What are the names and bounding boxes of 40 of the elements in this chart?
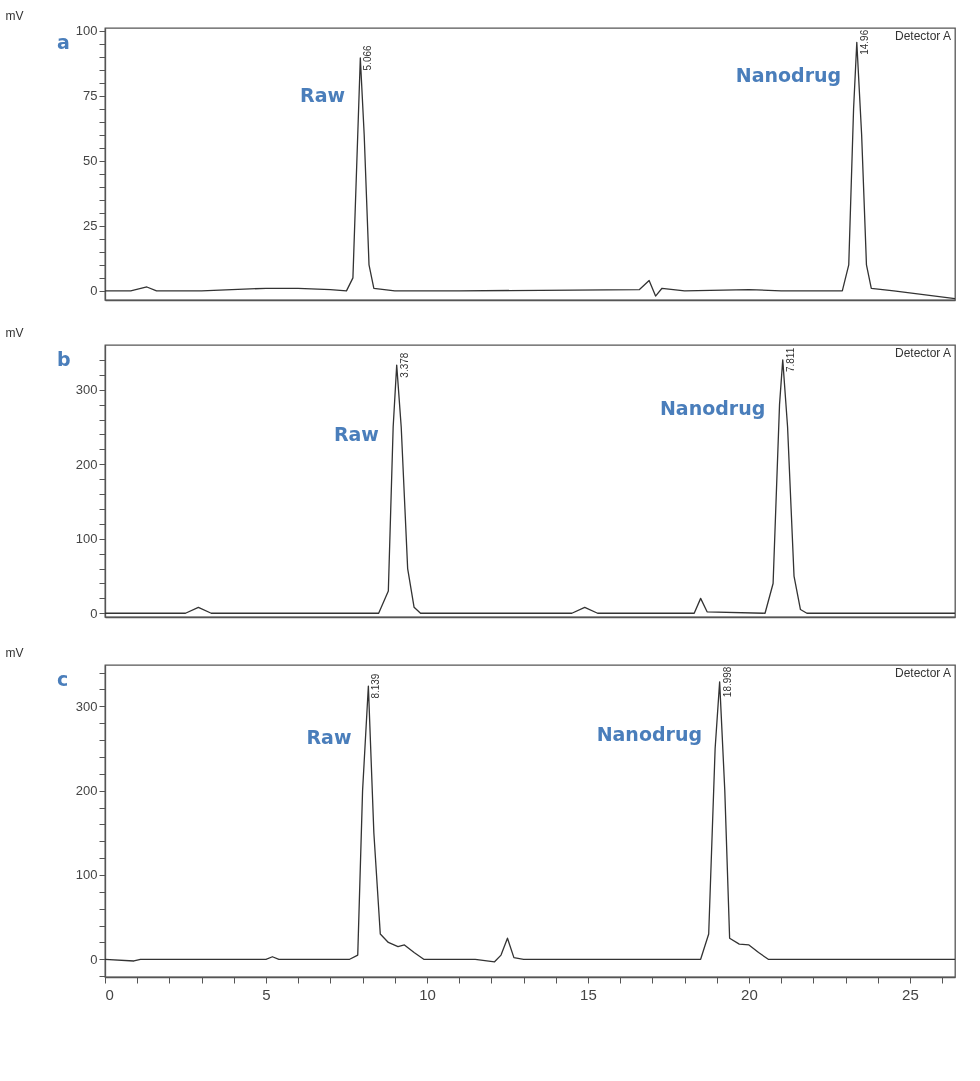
y-tick-label: 0 <box>90 605 98 621</box>
y-tick-label: 300 <box>75 382 98 398</box>
annotation: 3.378 <box>398 352 410 378</box>
annotation: Nanodrug <box>659 397 766 420</box>
annotation: Raw <box>333 423 379 446</box>
annotation: Nanodrug <box>596 723 703 746</box>
y-tick-label: 200 <box>75 456 98 472</box>
chart-title: c <box>57 668 69 690</box>
annotation: 8.139 <box>370 673 382 699</box>
annotation: Raw <box>300 84 346 107</box>
y-axis-title: mV <box>5 645 24 660</box>
x-tick-label: 5 <box>262 985 271 1003</box>
annotation: Detector A <box>894 346 951 360</box>
annotation: Raw <box>306 726 352 749</box>
y-tick-label: 300 <box>75 698 98 714</box>
annotation: Detector A <box>894 29 951 43</box>
y-tick-label: 50 <box>83 153 98 169</box>
annotation: Detector A <box>894 666 951 680</box>
annotation: Nanodrug <box>735 63 842 86</box>
y-tick-label: 0 <box>90 951 98 967</box>
x-tick-label: 10 <box>419 985 436 1003</box>
annotation: 5.066 <box>362 44 374 71</box>
y-tick-label: 0 <box>90 283 98 299</box>
x-tick-label: 0 <box>105 985 114 1003</box>
x-tick-label: 20 <box>741 985 758 1003</box>
y-tick-label: 100 <box>75 867 98 883</box>
annotation: 18.998 <box>721 666 733 698</box>
y-tick-label: 100 <box>75 23 98 39</box>
y-axis-title: mV <box>5 325 24 340</box>
y-tick-label: 100 <box>75 531 98 547</box>
chart-title: b <box>57 348 71 370</box>
y-tick-label: 25 <box>83 218 98 234</box>
y-tick-label: 200 <box>75 783 98 799</box>
annotation: 7.811 <box>784 347 796 373</box>
x-tick-label: 15 <box>580 985 597 1003</box>
x-tick-label: 25 <box>902 985 919 1003</box>
y-axis-title: mV <box>5 8 24 23</box>
chart-title: a <box>57 31 70 53</box>
y-tick-label: 75 <box>83 88 98 104</box>
annotation: 14.96 <box>858 29 870 55</box>
